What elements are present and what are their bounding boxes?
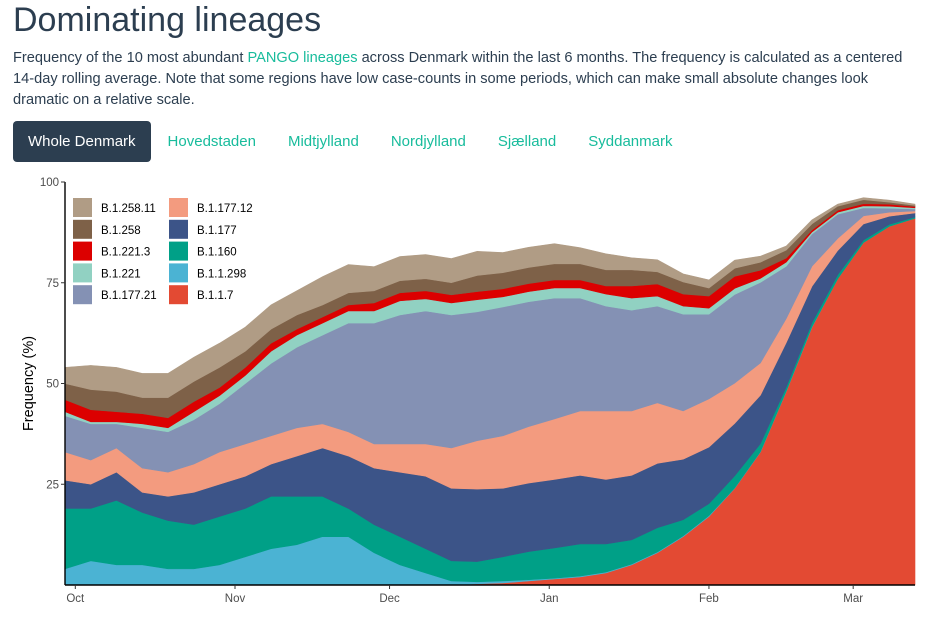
x-tick-label: Dec xyxy=(379,593,400,605)
y-axis-title: Frequency (%) xyxy=(21,336,37,431)
tab-midtjylland[interactable]: Midtjylland xyxy=(287,133,359,150)
y-tick-label: 25 xyxy=(46,479,59,491)
legend-swatch-b-1-258 xyxy=(73,219,92,239)
legend-label-b-1-160: B.1.160 xyxy=(197,247,237,259)
x-tick-label: Feb xyxy=(699,593,719,605)
pango-lineages-link[interactable]: PANGO lineages xyxy=(247,50,358,66)
x-tick-label: Mar xyxy=(843,593,863,605)
legend-swatch-b-1-1-298 xyxy=(169,263,188,283)
legend-label-b-1-177-21: B.1.177.21 xyxy=(101,290,157,302)
legend-swatch-b-1-177-21 xyxy=(73,285,92,305)
legend-swatch-b-1-177 xyxy=(169,219,188,239)
chart-legend: B.1.258.11 B.1.258 B.1.221.3 B.1.221 B.1.177… xyxy=(73,198,253,305)
chart-areas xyxy=(64,197,916,586)
y-tick-label: 75 xyxy=(46,278,59,290)
tab-sjaelland[interactable]: Sjælland xyxy=(497,133,557,150)
x-tick-label: Oct xyxy=(66,593,85,605)
chart-axes: 25 50 75 100 Oct Nov Dec Jan Feb Mar Frequency (%) xyxy=(21,177,915,605)
legend-swatch-b-1-160 xyxy=(169,241,188,261)
area-b-1-258-11 xyxy=(64,197,916,398)
tab-syddanmark[interactable]: Syddanmark xyxy=(588,133,673,150)
legend-label-b-1-221-3: B.1.221.3 xyxy=(101,247,150,259)
y-tick-label: 100 xyxy=(40,177,59,189)
description-text-before: Frequency of the 10 most abundant xyxy=(13,50,248,66)
legend-swatch-b-1-258-11 xyxy=(73,198,92,217)
legend-label-b-1-1-298: B.1.1.298 xyxy=(197,268,246,280)
legend-swatch-b-1-221-3 xyxy=(73,241,92,261)
legend-label-b-1-177-12: B.1.177.12 xyxy=(197,203,253,215)
legend-label-b-1-221: B.1.221 xyxy=(101,268,141,280)
region-tabs: Whole Denmark Hovedstaden Midtjylland No… xyxy=(13,121,689,162)
legend-swatch-b-1-221 xyxy=(73,263,92,283)
legend-label-b-1-177: B.1.177 xyxy=(197,225,237,237)
y-tick-label: 50 xyxy=(46,379,59,391)
legend-label-b-1-258-11: B.1.258.11 xyxy=(101,203,156,215)
tab-whole-denmark[interactable]: Whole Denmark xyxy=(13,121,151,162)
description-text-after: across Denmark within the last 6 months.… xyxy=(13,50,903,108)
lineage-frequency-chart: 25 50 75 100 Oct Nov Dec Jan Feb Mar Frequency (%)… xyxy=(21,177,916,605)
x-tick-label: Nov xyxy=(225,593,246,605)
legend-label-b-1-258: B.1.258 xyxy=(101,225,141,237)
page-description: Frequency of the 10 most abundant PANGO … xyxy=(13,48,918,111)
legend-swatch-b-1-1-7 xyxy=(169,285,188,305)
tab-nordjylland[interactable]: Nordjylland xyxy=(390,133,466,150)
legend-swatch-b-1-177-12 xyxy=(169,198,188,217)
legend-label-b-1-1-7: B.1.1.7 xyxy=(197,290,233,302)
x-tick-label: Jan xyxy=(540,593,559,605)
tab-hovedstaden[interactable]: Hovedstaden xyxy=(167,133,256,150)
page-title: Dominating lineages xyxy=(13,1,322,39)
